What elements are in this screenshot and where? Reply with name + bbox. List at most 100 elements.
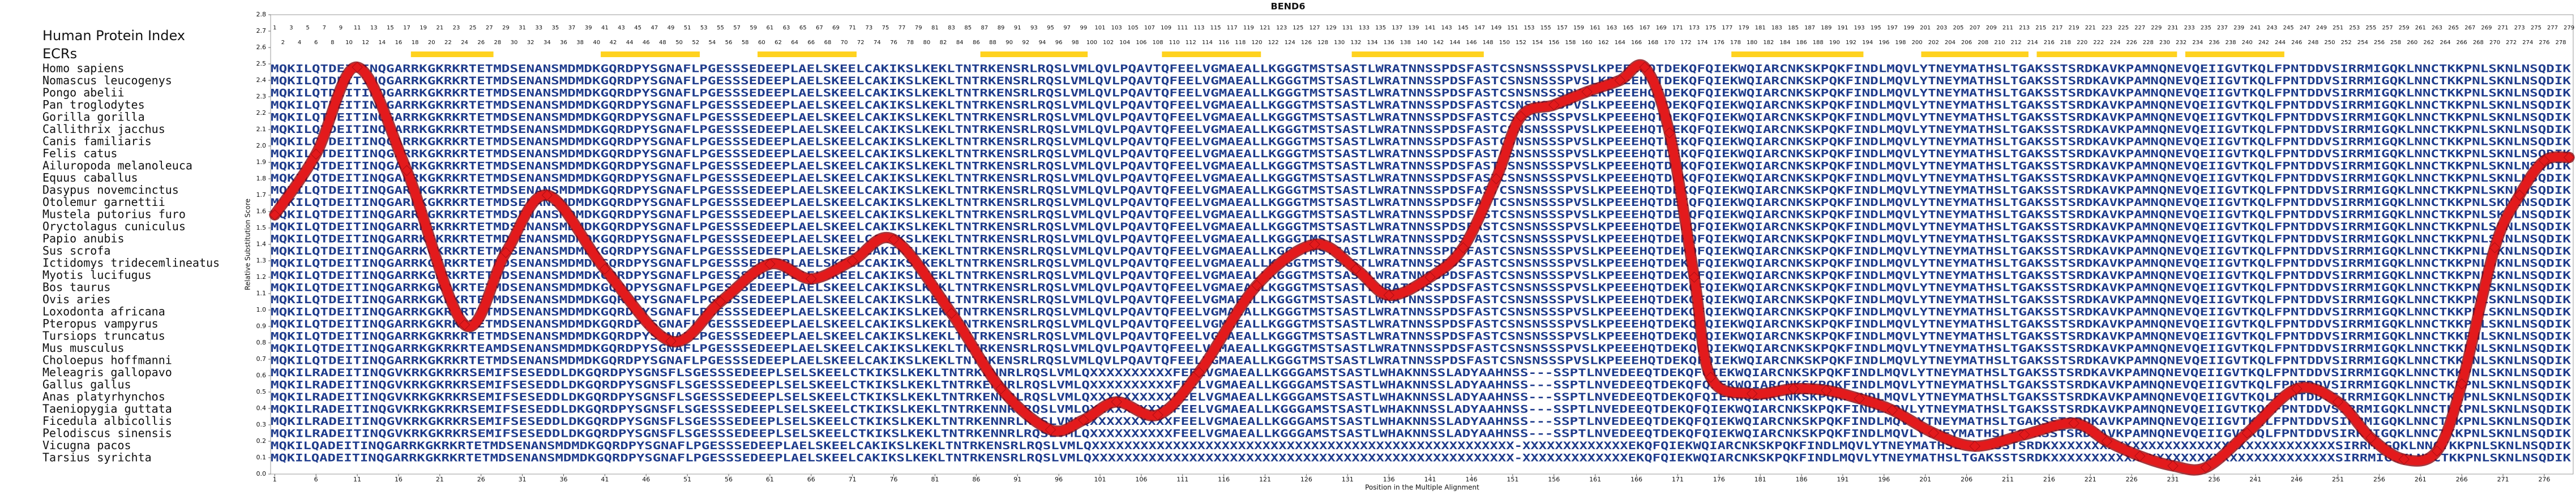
protein-index: 49: [667, 25, 675, 31]
protein-index: 189: [1821, 25, 1832, 31]
protein-index: 194: [1862, 40, 1873, 46]
protein-index: 126: [1301, 40, 1312, 46]
sequence-row: MQKILRADEITINQGVKRKGKRKRSEMIFSESEDDLDKGQ…: [271, 391, 2571, 403]
protein-index: 253: [2349, 25, 2360, 31]
protein-index: 260: [2407, 40, 2417, 46]
ecr-bar: [410, 51, 494, 57]
protein-index: 165: [1623, 25, 1633, 31]
sequence-row: MQKILQTDEITINQGARRKGKRKRTETMDSENANSMDMDK…: [271, 306, 2571, 318]
protein-index: 245: [2283, 25, 2294, 31]
protein-index: 142: [1433, 40, 1444, 46]
protein-index: 100: [1086, 40, 1097, 46]
protein-index: 229: [2151, 25, 2162, 31]
protein-index: 104: [1119, 40, 1130, 46]
sequence-row: MQKILQTDEITINQGARRKGKRKRTETMDSENANSMDMDK…: [271, 233, 2571, 246]
protein-index: 269: [2481, 25, 2492, 31]
score-marker: [1457, 242, 1469, 253]
protein-index: 35: [552, 25, 559, 31]
score-marker: [2068, 417, 2079, 429]
protein-index: 198: [1895, 40, 1906, 46]
protein-index: 175: [1705, 25, 1716, 31]
protein-index: 88: [989, 40, 996, 46]
x-tick-label: 241: [2249, 476, 2261, 483]
protein-index: 140: [1417, 40, 1427, 46]
x-tick-label: 106: [1135, 476, 1147, 483]
protein-index: 267: [2464, 25, 2475, 31]
protein-index: 205: [1953, 25, 1963, 31]
x-tick-label: 131: [1342, 476, 1354, 483]
protein-index: 257: [2382, 25, 2393, 31]
protein-index: 215: [2035, 25, 2046, 31]
protein-index: 22: [444, 40, 452, 46]
protein-index: 106: [1136, 40, 1146, 46]
sequence-row: MQKILQTDEITINQGARRKGKRKRTETMDSENANSMDMDK…: [271, 294, 2571, 306]
protein-index: 80: [923, 40, 931, 46]
protein-index: 279: [2564, 25, 2574, 31]
protein-index: 178: [1730, 40, 1741, 46]
x-tick-label: 271: [2497, 476, 2509, 483]
protein-index: 20: [428, 40, 435, 46]
score-marker: [541, 190, 553, 201]
sequence-row: MQKILQTDEITINQGARRKGKRKRTETMDSENANSMDMDK…: [271, 172, 2571, 184]
score-marker: [2332, 396, 2344, 408]
protein-index: 161: [1590, 25, 1601, 31]
protein-index: 105: [1128, 25, 1139, 31]
protein-index: 275: [2531, 25, 2541, 31]
sequence-row: MQKILRADEITINQGVKRKGKRKRSEMIFSESEDDLDKGQ…: [271, 367, 2571, 379]
protein-index: 187: [1804, 25, 1815, 31]
protein-index: 86: [973, 40, 980, 46]
protein-index: 15: [387, 25, 394, 31]
species-name: Papio anubis: [42, 232, 125, 246]
x-tick-label: 141: [1424, 476, 1436, 483]
species-name: Pteropus vampyrus: [42, 317, 159, 330]
protein-index: 144: [1449, 40, 1460, 46]
protein-index: 261: [2415, 25, 2426, 31]
score-marker: [1152, 409, 1163, 421]
protein-index: 12: [362, 40, 369, 46]
x-tick-label: 21: [436, 476, 444, 483]
protein-index: 152: [1516, 40, 1526, 46]
score-marker: [1886, 404, 1898, 416]
protein-index: 19: [420, 25, 427, 31]
y-tick-label: 0.0: [256, 470, 267, 477]
protein-index: 117: [1227, 25, 1238, 31]
x-tick-label: 181: [1755, 476, 1766, 483]
species-name: Gorilla gorilla: [42, 110, 145, 124]
protein-index: 74: [874, 40, 881, 46]
sequence-row: MQKILRADEITINQGVKRKGKRKRSEMIFSESEDDLDKGQ…: [271, 379, 2571, 391]
protein-index: 258: [2390, 40, 2401, 46]
protein-index: 97: [1063, 25, 1071, 31]
y-tick-label: 0.7: [256, 355, 267, 363]
protein-index: 168: [1648, 40, 1658, 46]
protein-index: 239: [2233, 25, 2244, 31]
score-marker: [806, 273, 817, 285]
score-marker: [1111, 396, 1122, 408]
protein-index: 32: [527, 40, 534, 46]
score-marker: [1664, 127, 1675, 139]
x-tick-label: 61: [766, 476, 774, 483]
protein-index: 192: [1846, 40, 1856, 46]
protein-index: 119: [1243, 25, 1254, 31]
protein-index: 255: [2365, 25, 2376, 31]
protein-index: 218: [2060, 40, 2071, 46]
x-tick-label: 206: [1961, 476, 1972, 483]
sequence-row: MQKILQTDEITINQGARRKGKRKRTETMDSENANSMDMDK…: [271, 184, 2571, 197]
protein-index: 251: [2333, 25, 2343, 31]
sequence-row: MQKILQTDEITINQGARRKGKRKRTETMDSENANSMDMDK…: [271, 196, 2571, 209]
protein-index: 67: [816, 25, 823, 31]
score-marker: [888, 234, 900, 246]
sequence-row: MQKILRADEITINQGVKRKGKRKRSEMIFSESEDDLDKGQ…: [271, 415, 2571, 428]
score-marker: [1045, 424, 1056, 436]
protein-index: 241: [2250, 25, 2261, 31]
protein-index: 98: [1072, 40, 1079, 46]
protein-index: 150: [1499, 40, 1510, 46]
protein-index: 199: [1903, 25, 1914, 31]
protein-index: 77: [898, 25, 906, 31]
protein-index: 138: [1400, 40, 1411, 46]
protein-index: 231: [2167, 25, 2178, 31]
protein-index: 75: [882, 25, 889, 31]
protein-index: 226: [2126, 40, 2137, 46]
protein-index: 24: [461, 40, 468, 46]
protein-index: 191: [1837, 25, 1848, 31]
species-name: Anas platyrhynchos: [42, 390, 165, 403]
